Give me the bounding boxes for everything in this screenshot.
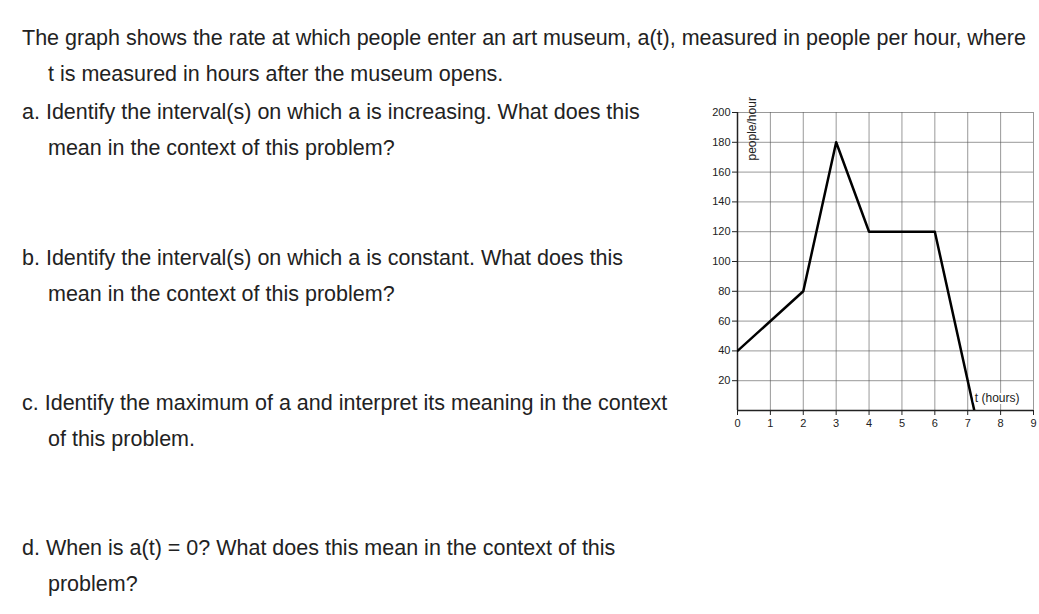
- svg-text:4: 4: [866, 417, 872, 429]
- svg-text:1: 1: [767, 417, 773, 429]
- svg-text:7: 7: [965, 417, 971, 429]
- html-text:a. Identify the interval(s) on: a. Identify the interval(s) on which a i…: [22, 100, 640, 160]
- svg-text:t (hours): t (hours): [975, 391, 1020, 405]
- html-text:The graph shows the rate at wh: The graph shows the rate at which people…: [22, 26, 1026, 86]
- html-text:b. Identify the interval(s) on: b. Identify the interval(s) on which a i…: [22, 246, 624, 306]
- svg-text:80: 80: [718, 285, 730, 297]
- html-text:c. Identify the maximum of a a: c. Identify the maximum of a and interpr…: [22, 391, 668, 451]
- svg-text:200: 200: [712, 106, 730, 118]
- svg-text:5: 5: [899, 417, 905, 429]
- svg-text:8: 8: [998, 417, 1004, 429]
- svg-text:60: 60: [718, 315, 730, 327]
- svg-text:people/hour: people/hour: [745, 97, 759, 160]
- html-text:d. When is a(t) = 0? What does: d. When is a(t) = 0? What does this mean…: [22, 536, 616, 596]
- svg-text:100: 100: [712, 255, 730, 267]
- svg-text:20: 20: [718, 374, 730, 386]
- svg-text:3: 3: [833, 417, 839, 429]
- svg-text:9: 9: [1030, 417, 1036, 429]
- svg-text:2: 2: [800, 417, 806, 429]
- svg-text:140: 140: [712, 195, 730, 207]
- svg-text:40: 40: [718, 344, 730, 356]
- svg-text:6: 6: [932, 417, 938, 429]
- svg-text:120: 120: [712, 225, 730, 237]
- svg-text:160: 160: [712, 166, 730, 178]
- svg-text:180: 180: [712, 136, 730, 148]
- svg-text:0: 0: [734, 417, 740, 429]
